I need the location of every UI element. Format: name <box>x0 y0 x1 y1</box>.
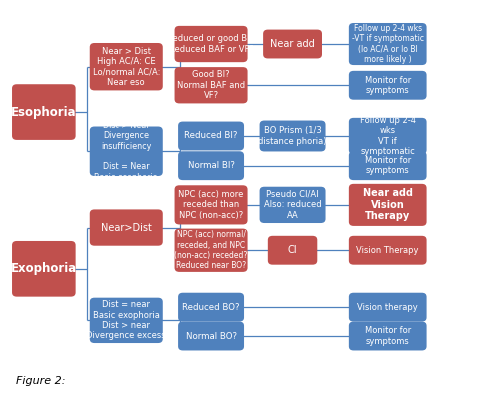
FancyBboxPatch shape <box>349 321 427 350</box>
FancyBboxPatch shape <box>175 26 248 62</box>
Text: Near > Dist
High AC/A: CE
Lo/normal AC/A:
Near eso: Near > Dist High AC/A: CE Lo/normal AC/A… <box>93 46 160 87</box>
Text: Follow up 2-4
wks
VT if
symptomatic: Follow up 2-4 wks VT if symptomatic <box>360 116 416 156</box>
FancyBboxPatch shape <box>260 187 325 223</box>
FancyBboxPatch shape <box>175 229 248 272</box>
Text: Near>Dist: Near>Dist <box>101 222 152 232</box>
FancyBboxPatch shape <box>178 293 244 321</box>
Text: Monitor for
symptoms: Monitor for symptoms <box>365 326 411 346</box>
Text: Pseudo CI/AI
Also: reduced
AA: Pseudo CI/AI Also: reduced AA <box>264 190 322 220</box>
FancyBboxPatch shape <box>90 43 163 90</box>
Text: Follow up 2-4 wks
-VT if symptomatic
(lo AC/A or lo BI
more likely ): Follow up 2-4 wks -VT if symptomatic (lo… <box>352 24 424 64</box>
FancyBboxPatch shape <box>349 236 427 265</box>
Text: Reduced BI?: Reduced BI? <box>184 132 238 140</box>
Text: NPC (acc) normal/
receded, and NPC
(non-acc) receded?
Reduced near BO?: NPC (acc) normal/ receded, and NPC (non-… <box>174 230 248 270</box>
FancyBboxPatch shape <box>260 120 325 151</box>
FancyBboxPatch shape <box>349 151 427 180</box>
Text: Reduced or good BI?
Reduced BAF or VF?: Reduced or good BI? Reduced BAF or VF? <box>168 34 254 54</box>
Text: BO Prism (1/3
distance phoria): BO Prism (1/3 distance phoria) <box>258 126 327 146</box>
Text: Monitor for
symptoms: Monitor for symptoms <box>365 76 411 95</box>
FancyBboxPatch shape <box>268 236 317 265</box>
Text: Esophoria: Esophoria <box>11 106 77 119</box>
FancyBboxPatch shape <box>175 185 248 224</box>
Text: Dist = near
Basic exophoria
Dist > near
Divergence excess: Dist = near Basic exophoria Dist > near … <box>86 300 166 340</box>
FancyBboxPatch shape <box>90 298 163 343</box>
FancyBboxPatch shape <box>178 321 244 350</box>
FancyBboxPatch shape <box>349 293 427 321</box>
FancyBboxPatch shape <box>263 30 322 59</box>
FancyBboxPatch shape <box>12 84 76 140</box>
FancyBboxPatch shape <box>349 71 427 100</box>
FancyBboxPatch shape <box>178 151 244 180</box>
Text: Vision Therapy: Vision Therapy <box>357 246 419 255</box>
FancyBboxPatch shape <box>349 23 427 65</box>
Text: Figure 2:: Figure 2: <box>15 376 65 386</box>
Text: Near add
Vision
Therapy: Near add Vision Therapy <box>363 188 413 222</box>
Text: Dist > Near
Divergence
insufficiency

Dist = Near
Basic esophoria: Dist > Near Divergence insufficiency Dis… <box>95 121 158 182</box>
FancyBboxPatch shape <box>349 184 427 226</box>
FancyBboxPatch shape <box>12 241 76 297</box>
FancyBboxPatch shape <box>349 118 427 154</box>
Text: Good BI?
Normal BAF and
VF?: Good BI? Normal BAF and VF? <box>177 70 245 100</box>
Text: Normal BO?: Normal BO? <box>186 331 237 341</box>
Text: CI: CI <box>288 245 298 255</box>
FancyBboxPatch shape <box>175 67 248 103</box>
Text: Vision therapy: Vision therapy <box>357 303 418 312</box>
FancyBboxPatch shape <box>90 209 163 246</box>
Text: Monitor for
symptoms: Monitor for symptoms <box>365 156 411 176</box>
Text: Normal BI?: Normal BI? <box>188 161 235 170</box>
Text: NPC (acc) more
receded than
NPC (non-acc)?: NPC (acc) more receded than NPC (non-acc… <box>179 190 244 220</box>
Text: Reduced BO?: Reduced BO? <box>182 303 240 312</box>
FancyBboxPatch shape <box>90 127 163 176</box>
Text: Near add: Near add <box>270 39 315 49</box>
Text: Exophoria: Exophoria <box>11 263 77 275</box>
FancyBboxPatch shape <box>178 122 244 150</box>
